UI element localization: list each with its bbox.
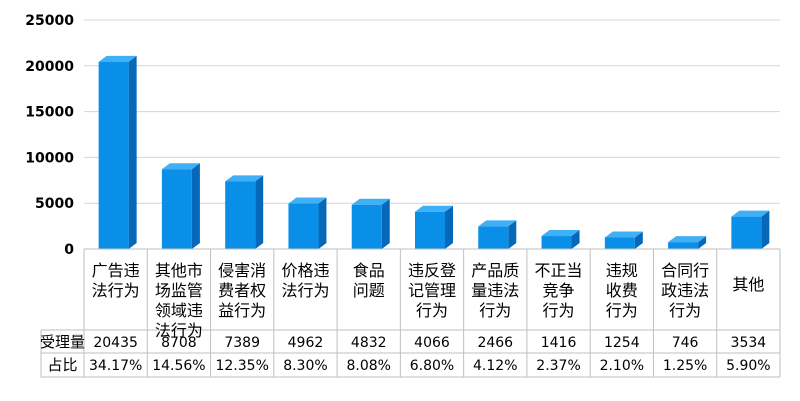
bar-front (668, 242, 699, 249)
x-tick-label: 违规收费行为 (606, 261, 638, 320)
data-label: 20435 (93, 335, 138, 351)
bar-front (161, 169, 192, 249)
bar-front (415, 211, 445, 249)
y-axis-ticks: 0 5000 10000 15000 20000 25000 (25, 13, 74, 258)
data-label: 1.25% (663, 358, 707, 374)
data-label: 1254 (604, 335, 640, 351)
data-label: 7389 (224, 335, 260, 351)
bar (478, 220, 517, 249)
bar-top (225, 175, 264, 182)
bar-front (478, 226, 509, 249)
bar (98, 55, 137, 249)
bar-front (288, 203, 319, 249)
y-tick-label: 10000 (25, 150, 74, 166)
x-tick-label: 违反登记管理行为 (408, 261, 456, 320)
bar (415, 205, 453, 249)
x-tick-label: 产品质量违法行为 (471, 261, 519, 320)
data-table: 受理量 20435 8708 7389 4962 4832 4066 2466 1416 1254… (40, 248, 781, 378)
bar-top (161, 163, 200, 170)
bar-side (698, 236, 707, 249)
data-label: 4832 (351, 335, 387, 351)
data-label: 34.17% (89, 358, 142, 374)
bar-side (445, 205, 453, 249)
x-tick-label: 合同行政违法行为 (661, 261, 709, 320)
bar-top (731, 210, 770, 217)
x-tick-label: 价格违法行为 (281, 261, 329, 300)
x-tick-label: 广告违法行为 (92, 261, 140, 300)
bar (288, 197, 327, 249)
bar-front (604, 237, 635, 249)
bar-top (478, 220, 517, 227)
data-label: 14.56% (152, 358, 205, 374)
bar-side (255, 175, 264, 249)
data-label: 4066 (414, 335, 450, 351)
bar (731, 210, 770, 249)
data-label: 6.80% (410, 358, 454, 374)
data-label: 1416 (541, 335, 577, 351)
bar-front (731, 216, 762, 249)
table-row: 受理量 20435 8708 7389 4962 4832 4066 2466 1416 1254… (40, 333, 766, 351)
bar-side (761, 210, 770, 249)
bar (225, 175, 264, 249)
row-header: 受理量 (40, 333, 85, 351)
bar (604, 231, 643, 249)
row-header: 占比 (47, 356, 77, 374)
data-label: 3534 (731, 335, 767, 351)
x-tick-label: 其他市场监管领域违法行为 (155, 261, 203, 340)
x-tick-label: 其他 (732, 275, 764, 294)
bar-front (351, 204, 382, 249)
bar-top (668, 236, 707, 243)
data-label: 8.08% (346, 358, 390, 374)
gridlines (84, 19, 780, 204)
bar-side (191, 163, 200, 249)
bar-side (571, 230, 580, 249)
bars (98, 55, 770, 249)
data-label: 5.90% (726, 358, 770, 374)
y-tick-label: 25000 (25, 13, 74, 29)
bar-top (98, 55, 137, 62)
data-label: 8708 (161, 335, 197, 351)
category-labels: 广告违法行为其他市场监管领域违法行为侵害消费者权益行为价格违法行为食品问题违反登… (92, 261, 765, 340)
y-tick-label: 15000 (25, 105, 74, 121)
bar-side (128, 55, 137, 249)
x-tick-label: 侵害消费者权益行为 (218, 261, 266, 320)
x-tick-label: 食品问题 (353, 261, 385, 300)
bar-side (381, 198, 390, 249)
bar-top (415, 205, 453, 212)
bar-top (604, 231, 643, 238)
data-label: 12.35% (215, 358, 268, 374)
data-label: 4962 (288, 335, 324, 351)
data-label: 2.10% (600, 358, 644, 374)
data-label: 4.12% (473, 358, 517, 374)
bar-front (541, 236, 572, 249)
bar (541, 230, 580, 249)
bar-front (98, 61, 129, 249)
data-label: 8.30% (283, 358, 327, 374)
bar-side (318, 197, 327, 249)
bar-front (225, 181, 256, 249)
bar-top (351, 198, 390, 205)
bar (668, 236, 707, 249)
bar (351, 198, 390, 249)
y-tick-label: 0 (64, 242, 74, 258)
bar (161, 163, 200, 249)
bar-side (508, 220, 517, 249)
bar-top (288, 197, 327, 204)
data-label: 2466 (477, 335, 513, 351)
x-tick-label: 不正当竞争行为 (535, 261, 583, 320)
y-tick-label: 5000 (35, 196, 74, 212)
bar-top (541, 230, 580, 237)
data-label: 2.37% (536, 358, 580, 374)
table-row: 占比 34.17% 14.56% 12.35% 8.30% 8.08% 6.80% 4.12%… (47, 356, 770, 374)
y-tick-label: 20000 (25, 59, 74, 75)
data-label: 746 (672, 335, 699, 351)
bar-side (634, 231, 643, 249)
